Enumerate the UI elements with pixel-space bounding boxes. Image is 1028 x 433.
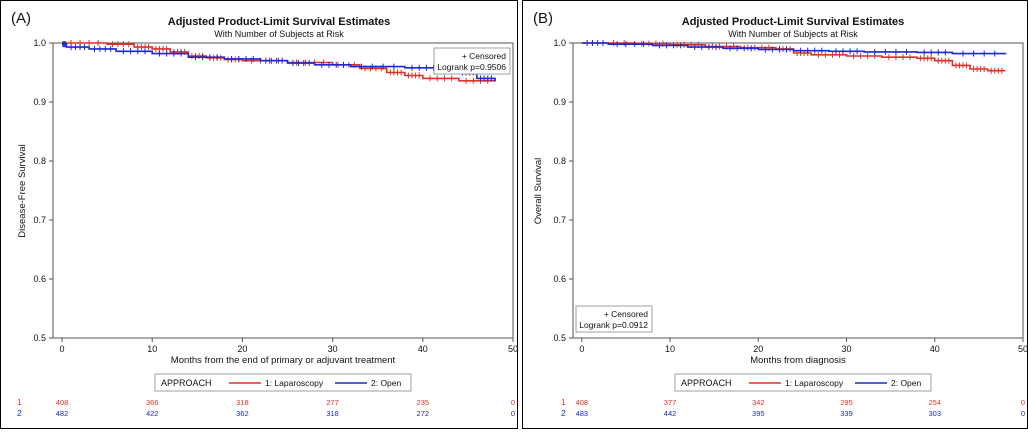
y-axis-label: Overall Survival (533, 158, 544, 225)
risk-count: 0 (1021, 398, 1025, 407)
y-tick-label: 0.7 (553, 215, 566, 225)
risk-table: 408 377 342 295 254 0 483 442 395 339 303 0 (576, 398, 1026, 418)
chart-subtitle: With Number of Subjects at Risk (728, 29, 858, 39)
panel-b: (B) Adjusted Product-Limit Survival Esti… (522, 0, 1028, 429)
series-layer (62, 40, 496, 84)
censored-note: + Censored (462, 51, 506, 61)
legend-label-laparoscopy: 1: Laparoscopy (265, 378, 324, 388)
group-legend-title: APPROACH (161, 378, 212, 388)
risk-count: 342 (752, 398, 765, 407)
legend-label-open: 2: Open (891, 378, 922, 388)
series-line-laparoscopy (581, 42, 1006, 72)
y-tick-label: 0.6 (553, 274, 566, 284)
risk-count: 408 (56, 398, 69, 407)
x-tick-label: 20 (753, 344, 763, 354)
risk-count: 377 (664, 398, 677, 407)
risk-count: 0 (511, 398, 515, 407)
risk-count: 442 (664, 409, 677, 418)
risk-count: 408 (576, 398, 589, 407)
x-tick-label: 10 (147, 344, 157, 354)
y-axis-label: Disease-Free Survival (17, 144, 28, 237)
y-tick-label: 1.0 (553, 38, 566, 48)
y-tick-label: 0.5 (33, 333, 46, 343)
risk-count: 303 (929, 409, 942, 418)
y-tick-label: 0.9 (33, 97, 46, 107)
y-tick-label: 0.9 (553, 97, 566, 107)
risk-count: 295 (840, 398, 853, 407)
y-tick-label: 0.8 (553, 156, 566, 166)
series-line-open (581, 42, 1007, 55)
logrank-text: Logrank p=0.9506 (437, 62, 506, 72)
plot-frame (572, 42, 1024, 339)
risk-count: 272 (417, 409, 430, 418)
risk-row-label-2: 2 (561, 408, 566, 418)
logrank-box (575, 305, 653, 333)
risk-count: 422 (146, 409, 159, 418)
x-tick-label: 50 (1018, 344, 1027, 354)
risk-count: 254 (929, 398, 942, 407)
series-layer (581, 40, 1007, 74)
risk-count: 366 (146, 398, 159, 407)
x-tick-label: 50 (508, 344, 517, 354)
y-tick-label: 0.7 (33, 215, 46, 225)
chart-title: Adjusted Product-Limit Survival Estimate… (168, 16, 391, 28)
chart-b-svg: (B) Adjusted Product-Limit Survival Esti… (533, 10, 1028, 418)
series-line-laparoscopy (62, 42, 496, 82)
panel-label: (A) (11, 10, 31, 27)
risk-count: 339 (840, 409, 853, 418)
x-axis-label: Months from diagnosis (750, 355, 846, 366)
group-legend (154, 373, 412, 392)
x-tick-label: 30 (328, 344, 338, 354)
x-tick-label: 40 (930, 344, 940, 354)
risk-count: 482 (56, 409, 69, 418)
risk-count: 483 (576, 409, 589, 418)
risk-count: 235 (417, 398, 430, 407)
x-tick-label: 40 (418, 344, 428, 354)
x-tick-label: 10 (665, 344, 675, 354)
axis-ticks: 0 10 20 30 40 50 0.5 0.6 0.7 0.8 0.9 1.0 (553, 38, 1028, 354)
x-tick-label: 0 (579, 344, 584, 354)
risk-count: 0 (511, 409, 515, 418)
legend-label-open: 2: Open (371, 378, 402, 388)
chart-a-svg: (A) Adjusted Product-Limit Survival Esti… (11, 10, 518, 418)
chart-title: Adjusted Product-Limit Survival Estimate… (682, 16, 905, 28)
risk-count: 318 (236, 398, 249, 407)
x-tick-label: 0 (60, 344, 65, 354)
y-tick-label: 1.0 (33, 38, 46, 48)
group-legend-title: APPROACH (681, 378, 732, 388)
x-tick-label: 30 (842, 344, 852, 354)
y-tick-label: 0.6 (33, 274, 46, 284)
panel-label: (B) (533, 10, 553, 27)
legend-label-laparoscopy: 1: Laparoscopy (785, 378, 844, 388)
risk-count: 277 (326, 398, 339, 407)
logrank-box (433, 47, 511, 75)
plot-frame (52, 42, 514, 339)
risk-count: 318 (326, 409, 339, 418)
y-tick-label: 0.8 (33, 156, 46, 166)
group-legend (674, 373, 932, 392)
chart-subtitle: With Number of Subjects at Risk (214, 29, 344, 39)
risk-row-label-2: 2 (17, 408, 22, 418)
x-tick-label: 20 (237, 344, 247, 354)
axis-ticks: 0 10 20 30 40 50 0.5 0.6 0.7 0.8 0.9 1.0 (33, 38, 518, 354)
risk-count: 362 (236, 409, 249, 418)
risk-row-label-1: 1 (17, 397, 22, 407)
x-axis-label: Months from the end of primary or adjuva… (171, 355, 396, 366)
risk-table: 408 366 318 277 235 0 482 422 362 318 272 0 (56, 398, 515, 418)
risk-count: 0 (1021, 409, 1025, 418)
censored-note: + Censored (604, 309, 648, 319)
logrank-text: Logrank p=0.0912 (579, 320, 648, 330)
risk-count: 395 (752, 409, 765, 418)
y-tick-label: 0.5 (553, 333, 566, 343)
panel-a: (A) Adjusted Product-Limit Survival Esti… (0, 0, 518, 429)
risk-row-label-1: 1 (561, 397, 566, 407)
